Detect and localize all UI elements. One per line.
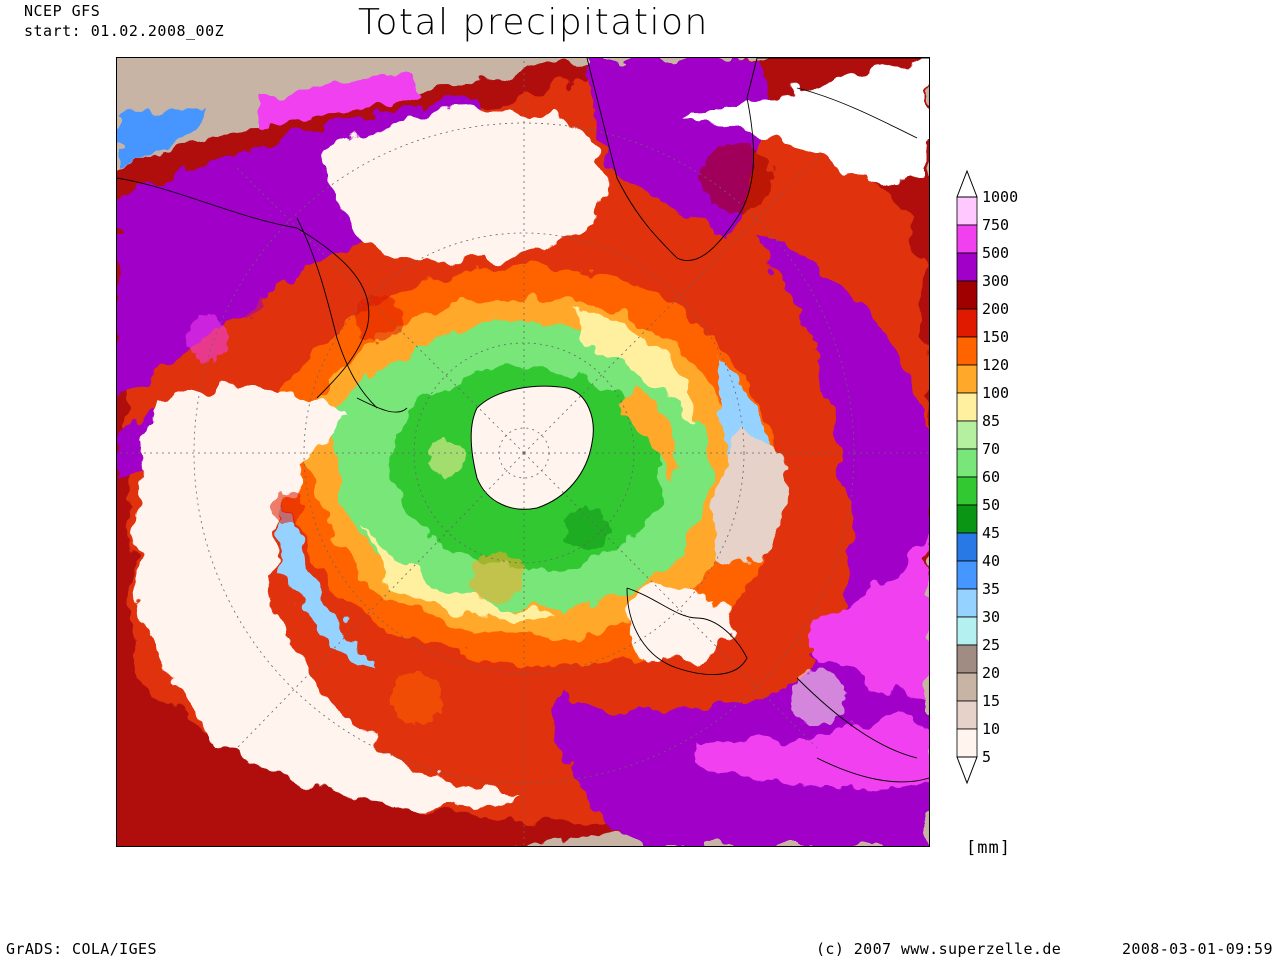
precipitation-map-canvas [117,58,929,846]
legend-overflow-arrow-bottom [956,756,978,785]
legend-color-box [956,616,978,646]
legend-color-box [956,448,978,478]
legend-color-box [956,560,978,590]
legend-level-label: 500 [982,244,1010,262]
start-time-label: start: 01.02.2008_00Z [24,22,225,40]
legend-color-box [956,504,978,534]
legend-level-label: 300 [982,272,1010,290]
legend-unit-label: [mm] [966,838,1011,858]
legend-level-label: 45 [982,524,1001,542]
legend-color-box [956,196,978,226]
legend-color-box [956,420,978,450]
legend-level-label: 70 [982,440,1001,458]
model-label: NCEP GFS [24,2,101,20]
legend-color-box [956,392,978,422]
legend-level-label: 200 [982,300,1010,318]
legend-color-box [956,700,978,730]
legend-level-label: 35 [982,580,1001,598]
legend-color-box [956,224,978,254]
legend-color-box [956,336,978,366]
legend-level-label: 60 [982,468,1001,486]
legend-color-box [956,364,978,394]
legend-color-box [956,476,978,506]
antarctica-landmass [470,385,594,510]
legend-color-boxes [956,196,978,758]
legend-level-label: 85 [982,412,1001,430]
legend-level-label: 120 [982,356,1010,374]
legend-color-box [956,252,978,282]
legend-level-label: 20 [982,664,1001,682]
legend-color-box [956,588,978,618]
legend-color-box [956,672,978,702]
legend-color-box [956,644,978,674]
footer-timestamp: 2008-03-01-09:59 [1122,940,1273,958]
legend-level-label: 50 [982,496,1001,514]
legend-color-box [956,532,978,562]
legend-level-label: 750 [982,216,1010,234]
footer-copyright: (c) 2007 www.superzelle.de [816,940,1062,958]
legend-color-box [956,280,978,310]
legend-level-label: 25 [982,636,1001,654]
legend-level-label: 40 [982,552,1001,570]
map-title: Total precipitation [358,2,709,43]
precip-texture [185,143,897,726]
graticule [117,58,929,846]
precipitation-legend [956,170,978,785]
legend-color-box [956,728,978,758]
legend-level-label: 15 [982,692,1001,710]
legend-level-label: 5 [982,748,992,766]
coastlines [117,58,929,783]
legend-level-label: 150 [982,328,1010,346]
legend-color-box [956,308,978,338]
legend-overflow-arrow-top [956,170,978,198]
footer-software-credit: GrADS: COLA/IGES [6,940,157,958]
legend-level-label: 1000 [982,188,1019,206]
legend-level-label: 30 [982,608,1001,626]
precipitation-map [116,57,930,847]
legend-level-label: 10 [982,720,1001,738]
legend-level-label: 100 [982,384,1010,402]
